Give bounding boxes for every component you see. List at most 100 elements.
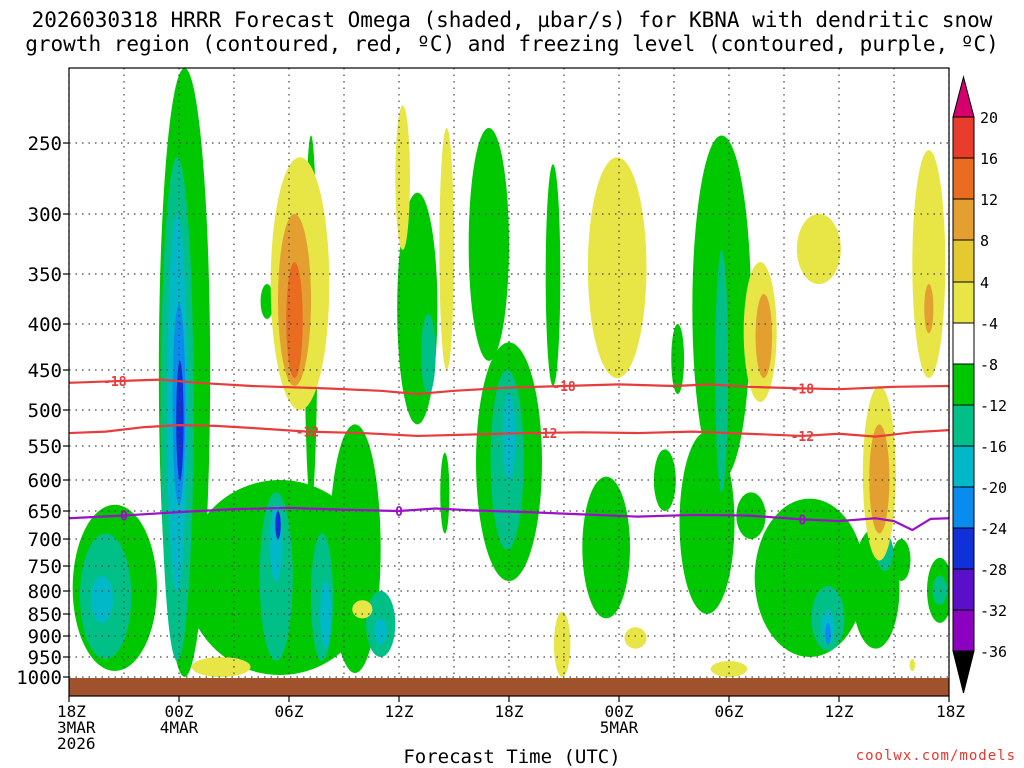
colorbar-label-11: -28	[980, 561, 1007, 579]
omega-shade-49	[796, 214, 841, 284]
omega-shade-54	[624, 627, 647, 649]
x-tick-label-0-1: 3MAR	[57, 718, 96, 737]
y-tick-label-550: 550	[28, 436, 62, 458]
title-line-1: 2026030318 HRRR Forecast Omega (shaded, …	[31, 8, 993, 32]
omega-shade-28	[715, 250, 729, 493]
x-tick-label-30-0: 00Z	[605, 702, 634, 721]
x-axis-label: Forecast Time (UTC)	[403, 746, 621, 768]
colorbar-box-2	[952, 157, 975, 200]
omega-shade-14	[653, 449, 676, 512]
y-tick-label-750: 750	[28, 556, 62, 578]
x-tick-label-18-0: 12Z	[385, 702, 414, 721]
omega-shade-16	[679, 431, 735, 614]
colorbar-label-12: -32	[980, 602, 1007, 620]
x-tick-label-6-1: 4MAR	[160, 718, 199, 737]
omega-shade-10	[545, 164, 561, 386]
colorbar-box-4	[952, 239, 975, 283]
y-tick-label-1000: 1000	[16, 667, 62, 689]
x-tick-label-48-0: 18Z	[936, 702, 965, 721]
y-tick-label-650: 650	[28, 501, 62, 523]
y-tick-label-600: 600	[28, 470, 62, 492]
contour-label--18-0: -18	[103, 375, 127, 390]
contour-0	[69, 506, 949, 532]
colorbar-label-5: -4	[980, 315, 998, 333]
omega-shade-53	[710, 661, 748, 677]
omega-shade-47	[587, 157, 647, 378]
contour-label-0-0: 0	[120, 509, 128, 524]
colorbar-box-7	[952, 363, 975, 406]
colorbar-box-3	[952, 198, 975, 241]
omega-shade-13	[671, 324, 685, 394]
y-tick-label-350: 350	[28, 264, 62, 286]
y-tick-label-250: 250	[28, 133, 62, 155]
y-tick-label-400: 400	[28, 314, 62, 336]
contour-label--12-1: -12	[534, 427, 557, 442]
omega-shade-5	[260, 284, 274, 319]
x-tick-label-12-0: 06Z	[275, 702, 304, 721]
x-tick-label-24-0: 18Z	[495, 702, 524, 721]
colorbar-label-1: 16	[980, 150, 998, 168]
ground-layer	[69, 678, 949, 696]
contour-label--18-1: -18	[552, 380, 576, 395]
colorbar-box-9	[952, 445, 975, 488]
omega-shade-18	[754, 498, 865, 657]
colorbar-label-6: -8	[980, 356, 998, 374]
omega-shade-43	[275, 511, 281, 539]
colorbar-box-13	[952, 609, 975, 652]
omega-shade-62	[924, 284, 934, 334]
contour--18	[69, 378, 949, 396]
colorbar: 20 16 12 8 4 -4 -8 -12 -16 -20 -24 -28 -32 -36	[952, 75, 1007, 694]
colorbar-label-13: -36	[980, 643, 1007, 661]
omega-shade-41	[176, 360, 184, 480]
y-tick-label-700: 700	[28, 529, 62, 551]
colorbar-box-5	[952, 281, 975, 324]
colorbar-top-triangle	[952, 75, 975, 118]
contour-label-0-2: 0	[798, 513, 806, 528]
y-axis: 2503003504004505005506006507007508008509…	[16, 133, 69, 689]
omega-shading	[72, 68, 949, 677]
colorbar-label-2: 12	[980, 191, 998, 209]
contour-label--12-2: -12	[791, 430, 814, 445]
ground-strip	[69, 678, 949, 696]
omega-shade-42	[825, 622, 831, 645]
x-tick-label-36-0: 06Z	[715, 702, 744, 721]
omega-shade-7	[468, 127, 510, 361]
omega-shade-57	[909, 659, 916, 671]
y-tick-label-900: 900	[28, 626, 62, 648]
omega-shade-46	[439, 128, 454, 370]
title-line-2: growth region (contoured, red, ºC) and f…	[25, 32, 999, 56]
credit-link[interactable]: coolwx.com/models	[855, 748, 1016, 764]
omega-shade-56	[352, 600, 373, 619]
omega-shade-12	[582, 476, 631, 619]
colorbar-box-8	[952, 404, 975, 447]
x-tick-label-0-0: 18Z	[57, 702, 86, 721]
chart-title: 2026030318 HRRR Forecast Omega (shaded, …	[0, 8, 1024, 56]
omega-shade-60	[755, 294, 773, 378]
omega-shade-52	[191, 657, 251, 677]
contour-label--12-0: -12	[296, 426, 319, 441]
colorbar-box-11	[952, 527, 975, 570]
omega-shade-38	[91, 576, 113, 623]
colorbar-label-9: -20	[980, 479, 1007, 497]
y-tick-label-850: 850	[28, 604, 62, 626]
colorbar-box-6	[952, 322, 975, 365]
colorbar-label-7: -12	[980, 397, 1007, 415]
omega-shade-35	[374, 618, 388, 645]
y-tick-label-300: 300	[28, 204, 62, 226]
omega-shade-45	[395, 105, 410, 250]
omega-shade-50	[912, 150, 946, 378]
omega-shade-26	[421, 314, 436, 394]
colorbar-box-10	[952, 486, 975, 529]
y-tick-label-800: 800	[28, 581, 62, 603]
omega-shade-21	[892, 539, 911, 581]
contour-label--18-2: -18	[791, 382, 815, 397]
y-tick-label-500: 500	[28, 400, 62, 422]
colorbar-bottom-triangle	[952, 650, 975, 694]
x-tick-label-0-2: 2026	[57, 734, 96, 753]
x-tick-label-30-1: 5MAR	[600, 718, 639, 737]
y-tick-label-950: 950	[28, 647, 62, 669]
colorbar-label-4: 4	[980, 274, 989, 292]
x-tick-label-42-0: 12Z	[825, 702, 854, 721]
